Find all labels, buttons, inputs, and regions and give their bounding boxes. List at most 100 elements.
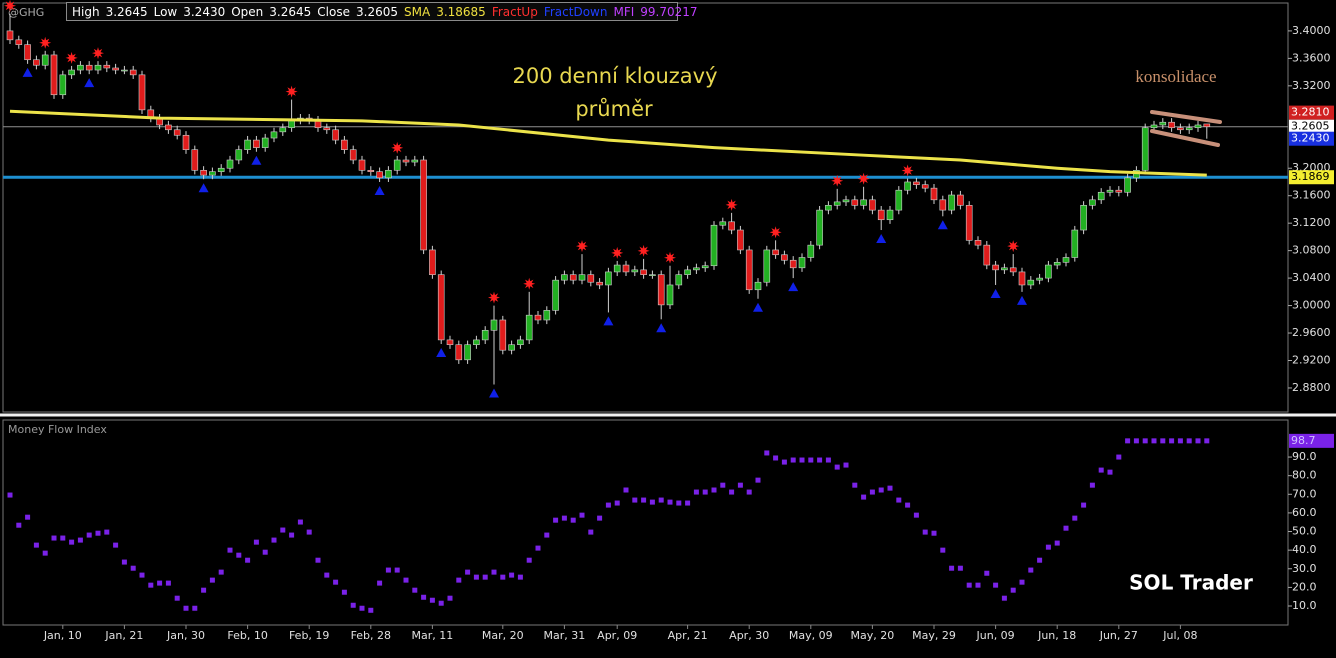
x-tick-label: Apr, 30 xyxy=(729,629,769,642)
mfi-dot xyxy=(1081,502,1087,508)
y-tick-label: 80.0 xyxy=(1292,469,1317,482)
price-tag xyxy=(1289,433,1334,448)
candle-body xyxy=(596,281,603,286)
mfi-dot xyxy=(940,547,946,553)
candle-body xyxy=(552,279,559,311)
mfi-dot xyxy=(702,489,708,495)
x-tick-label: Apr, 21 xyxy=(668,629,708,642)
mfi-dot xyxy=(799,457,805,463)
mfi-dot xyxy=(60,535,66,541)
candle-body xyxy=(895,189,903,211)
fractal-down xyxy=(876,234,887,244)
candle-body xyxy=(851,199,859,206)
mfi-dot xyxy=(605,502,611,508)
mfi-dot xyxy=(306,529,312,535)
candle-body xyxy=(121,69,128,72)
mfi-dot xyxy=(359,605,365,611)
mfi-dot xyxy=(764,450,770,456)
candle-body xyxy=(499,319,507,351)
y-tick-label: 2.9200 xyxy=(1292,354,1331,367)
mfi-dot xyxy=(517,574,523,580)
mfi-dot xyxy=(429,597,435,603)
candle-body xyxy=(94,64,102,71)
mfi-dot xyxy=(905,502,911,508)
x-tick-label: Jun, 27 xyxy=(1099,629,1138,642)
fractal-up xyxy=(901,164,914,177)
fractal-up xyxy=(769,226,782,239)
mfi-dot xyxy=(1116,454,1122,460)
mfi-dot xyxy=(949,565,955,571)
candle-body xyxy=(781,254,788,261)
mfi-dot xyxy=(852,482,858,488)
symbol: @GHG xyxy=(8,6,44,19)
candle-body xyxy=(68,69,75,76)
mfi-dot xyxy=(878,487,884,493)
mfi-dot xyxy=(86,532,92,538)
fractal-up xyxy=(39,36,52,49)
candle-body xyxy=(129,69,137,76)
candle-body xyxy=(50,54,58,96)
mfi-dot xyxy=(421,594,427,600)
fractal-down xyxy=(990,288,1001,298)
candle-body xyxy=(1018,271,1026,286)
mfi-dot xyxy=(746,489,752,495)
mfi-dot xyxy=(315,557,321,563)
candle-body xyxy=(209,171,216,176)
mfi-dot xyxy=(148,582,154,588)
candle-body xyxy=(1001,267,1008,271)
fractal-up xyxy=(611,246,624,259)
mfi-dot xyxy=(377,580,383,586)
candle-body xyxy=(385,169,392,179)
x-tick-label: Mar, 11 xyxy=(412,629,454,642)
candle-body xyxy=(481,329,489,341)
mfi-dot xyxy=(500,574,506,580)
mfi-dot xyxy=(324,572,330,578)
mfi-dot xyxy=(1037,557,1043,563)
info-bar: High 3.2645 Low 3.2430 Open 3.2645 Close 3.2605… xyxy=(66,2,698,21)
mfi-dot xyxy=(825,457,831,463)
mfi-dot xyxy=(271,537,277,543)
candle-body xyxy=(279,127,287,133)
candle-body xyxy=(517,339,524,346)
fractal-up xyxy=(1007,240,1020,253)
candle-body xyxy=(138,74,146,111)
candle-body xyxy=(1080,205,1087,231)
y-tick-label: 3.0800 xyxy=(1292,244,1331,257)
y-tick-label: 3.3600 xyxy=(1292,51,1331,64)
fractal-down xyxy=(436,348,447,358)
mfi-dot xyxy=(975,582,981,588)
candle-body xyxy=(657,274,665,306)
candle-body xyxy=(1027,279,1035,286)
mfi-dot xyxy=(183,605,189,611)
candle-body xyxy=(103,64,111,69)
info-value: 3.2430 xyxy=(183,5,226,19)
mfi-dot xyxy=(491,569,497,575)
mfi-dot xyxy=(139,572,145,578)
candle-body xyxy=(1089,199,1096,206)
candle-body xyxy=(1071,229,1079,258)
candle-body xyxy=(965,205,973,241)
panel-title: Money Flow Index xyxy=(8,423,107,436)
candle-body xyxy=(701,265,709,269)
candle-body xyxy=(455,344,463,361)
candle-body xyxy=(534,314,542,321)
candle-body xyxy=(402,159,410,163)
candle-body xyxy=(772,249,779,256)
candle-body xyxy=(1053,262,1061,266)
candle-body xyxy=(41,54,49,66)
x-tick-label: Jan, 10 xyxy=(43,629,82,642)
mfi-dot xyxy=(614,500,620,506)
mfi-dot xyxy=(262,549,268,555)
candle-body xyxy=(446,339,454,346)
candle-body xyxy=(877,209,885,221)
mfi-dot xyxy=(896,497,902,503)
mfi-dot xyxy=(817,457,823,463)
candle-body xyxy=(191,149,199,171)
candle-body xyxy=(983,244,991,266)
mfi-dot xyxy=(42,550,48,556)
mfi-dot xyxy=(632,497,638,503)
mfi-dot xyxy=(808,457,814,463)
candle-body xyxy=(860,199,867,206)
info-label: Low xyxy=(153,5,178,19)
mfi-dot xyxy=(913,512,919,518)
